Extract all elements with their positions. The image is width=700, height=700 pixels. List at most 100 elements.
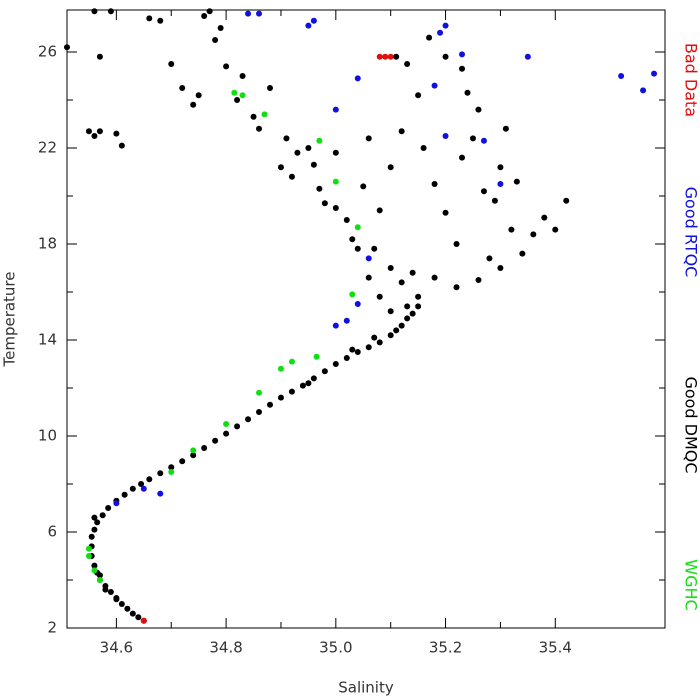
data-point <box>332 106 339 113</box>
data-point <box>387 265 394 271</box>
data-point <box>354 245 361 252</box>
data-point <box>118 601 125 607</box>
data-point <box>91 8 98 15</box>
y-tick-label: 6 <box>47 523 57 541</box>
data-point <box>310 161 317 168</box>
data-point <box>288 388 295 395</box>
data-point <box>102 586 109 593</box>
data-point <box>168 469 175 475</box>
data-point <box>96 577 103 583</box>
data-point <box>497 164 504 171</box>
data-point <box>283 135 290 142</box>
data-point <box>349 236 356 243</box>
x-tick-label: 35.0 <box>319 639 352 657</box>
data-point <box>99 512 106 519</box>
data-point <box>234 97 241 103</box>
data-point <box>398 128 405 135</box>
data-point <box>85 545 92 552</box>
x-tick-label: 34.6 <box>100 639 133 657</box>
data-point <box>442 209 449 216</box>
data-point <box>146 476 153 483</box>
data-point <box>266 401 273 408</box>
data-point <box>502 125 509 132</box>
data-point <box>157 17 164 24</box>
data-point <box>387 164 394 171</box>
data-point <box>195 92 202 99</box>
y-tick-label: 14 <box>38 331 57 349</box>
data-point <box>91 133 98 139</box>
data-point <box>305 380 312 387</box>
data-point <box>442 53 449 60</box>
data-point <box>480 188 487 195</box>
data-point <box>124 605 131 612</box>
data-point <box>398 322 405 329</box>
data-point <box>497 265 504 271</box>
y-tick-label: 10 <box>38 427 57 445</box>
data-point <box>140 617 147 624</box>
data-point <box>321 200 328 207</box>
data-point <box>250 113 257 120</box>
data-point <box>91 526 98 533</box>
data-point <box>442 133 449 139</box>
data-point <box>94 519 101 526</box>
data-point <box>524 53 531 60</box>
data-point <box>371 245 378 252</box>
data-point <box>552 226 559 233</box>
data-point <box>85 553 92 559</box>
data-point <box>480 137 487 144</box>
data-point <box>409 269 416 276</box>
data-point <box>261 111 268 118</box>
data-point <box>190 101 197 108</box>
data-point <box>497 181 504 187</box>
data-point <box>398 279 405 286</box>
data-point <box>140 485 147 492</box>
data-point <box>223 430 230 437</box>
data-point <box>393 53 400 60</box>
data-point <box>442 22 449 29</box>
data-point <box>310 375 317 382</box>
data-point <box>305 145 312 151</box>
data-point <box>376 53 383 60</box>
data-point <box>256 409 263 415</box>
data-point <box>453 241 460 247</box>
data-point <box>201 445 208 451</box>
data-point <box>475 106 482 113</box>
data-point <box>513 178 520 185</box>
data-point <box>343 217 350 223</box>
data-point <box>640 87 647 94</box>
plot-frame <box>66 9 666 629</box>
data-point <box>332 322 339 329</box>
data-point <box>459 65 466 72</box>
x-tick-label: 35.2 <box>429 639 462 657</box>
y-tick-label: 18 <box>38 235 57 253</box>
data-point <box>365 344 372 351</box>
legend-label: WGHC <box>682 559 700 610</box>
data-point <box>313 353 320 360</box>
data-point <box>365 255 372 262</box>
data-point <box>415 293 422 300</box>
data-point <box>217 25 224 31</box>
legend-label: Bad Data <box>682 43 700 117</box>
data-point <box>135 614 142 621</box>
data-point <box>96 572 103 579</box>
data-point <box>332 205 339 211</box>
data-point <box>365 274 372 281</box>
data-point <box>223 63 230 70</box>
data-point <box>387 332 394 339</box>
data-point <box>431 181 438 187</box>
data-point <box>376 293 383 300</box>
data-point <box>486 255 493 262</box>
data-point <box>365 135 372 142</box>
data-point <box>409 310 416 317</box>
data-point <box>393 327 400 334</box>
data-point <box>212 37 219 43</box>
data-point <box>349 346 356 353</box>
data-point <box>459 51 466 58</box>
data-point <box>256 10 263 17</box>
data-point <box>508 226 515 233</box>
data-point <box>96 53 103 60</box>
data-point <box>96 128 103 135</box>
data-point <box>354 301 361 307</box>
y-tick-label: 26 <box>38 43 57 61</box>
